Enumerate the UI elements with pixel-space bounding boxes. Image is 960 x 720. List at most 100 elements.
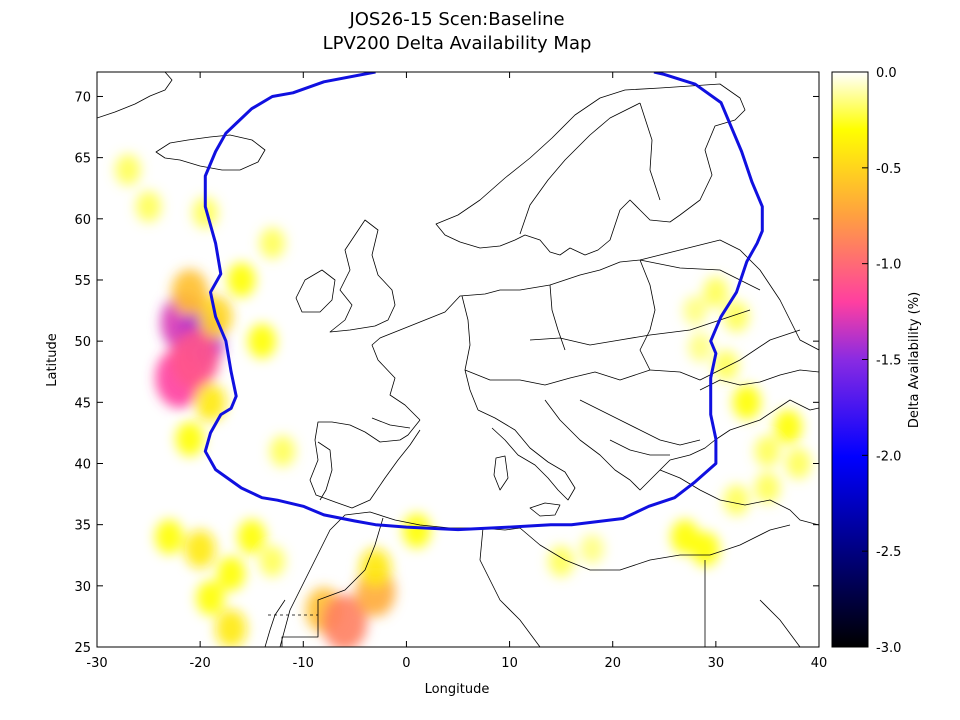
degradation-cell [115,154,141,186]
border-spain-portugal [317,441,333,501]
degradation-cell [402,513,431,549]
colorbar-tick-label: -1.5 [876,354,901,369]
degradation-cell [216,556,246,591]
y-axis-label: Latitude [45,333,60,387]
coastline-north-africa [279,511,791,647]
coastline-red-sea [759,599,801,647]
colorbar-tick-label: 0.0 [876,66,897,81]
border-morocco-algeria [281,517,384,647]
degradation-cell [155,519,184,555]
degradation-cell [135,190,162,223]
x-axis-label: Longitude [425,682,490,697]
degradation-cell [215,609,247,647]
coastline-balkans [544,399,819,491]
x-tick-label: 30 [708,656,725,671]
coastline-ireland [295,269,336,313]
border-france-spain [371,417,411,429]
y-tick-label: 35 [74,519,91,534]
x-tick-label: -20 [190,656,211,671]
degradation-heat-layer [115,154,812,647]
colorbar-tick-label: -1.0 [876,258,901,273]
x-tick-label: -10 [293,656,314,671]
x-tick-label: 40 [811,656,828,671]
y-tick-label: 70 [74,90,91,105]
degradation-cell [691,531,720,567]
coastline-greenland [97,72,173,119]
coastline-sicily [529,502,561,517]
y-tick-label: 40 [74,457,91,472]
degradation-cell [359,548,392,587]
border-alps [464,369,651,386]
degradation-cell [194,383,227,422]
coastline-west-africa [264,599,286,647]
y-tick-label: 55 [74,274,91,289]
degradation-cell [754,435,781,467]
colorbar-ticks: 0.0 -0.5 -1.0 -1.5 -2.0 -2.5 -3.0 [862,66,901,656]
y-tick-label: 60 [74,213,91,228]
degradation-cell [785,447,812,480]
degradation-cell [227,262,256,298]
chart-title-line2: LPV200 Delta Availability Map [323,33,592,54]
degradation-cell [754,472,781,504]
border-central-europe [529,309,751,346]
coastline-italy [477,409,576,501]
x-tick-label: 20 [604,656,621,671]
border-norway-sweden [519,102,641,235]
degradation-cell [259,227,286,259]
degradation-cell [247,323,277,359]
y-axis-ticks: 25 30 35 40 45 50 55 60 65 70 [74,90,819,656]
coastline-scandinavia [435,83,746,256]
chart-title-line1: JOS26-15 Scen:Baseline [348,9,564,30]
colorbar-label: Delta Availability (%) [907,292,922,428]
y-tick-label: 50 [74,335,91,350]
colorbar-tick-label: -3.0 [876,641,901,656]
coastline-turkey [659,469,819,526]
degradation-cell [170,329,219,390]
service-area-boundary [203,72,764,532]
border-baltics [639,259,761,291]
degradation-cell [723,301,750,333]
map-area [97,72,819,647]
degradation-cell [688,332,713,362]
x-axis-ticks: -30 -20 -10 0 10 20 30 40 [86,72,827,671]
degradation-cell [184,529,216,569]
degradation-cell [713,350,739,382]
service-boundary-line [203,72,764,532]
border-poland-east [639,259,656,371]
degradation-cell [683,295,708,326]
colorbar-tick-label: -0.5 [876,162,901,177]
degradation-cell [175,421,205,457]
degradation-cell [579,534,605,564]
coastlines-and-borders [97,72,819,647]
coastline-iceland [155,134,266,171]
coastline-continental-europe [371,239,819,421]
x-tick-label: -30 [86,656,107,671]
degradation-cell [192,197,219,229]
border-greece [609,439,670,456]
degradation-cell [723,484,750,516]
degradation-cell [171,269,209,316]
x-tick-label: 0 [402,656,410,671]
degradation-cell [237,519,266,555]
y-tick-label: 30 [74,580,91,595]
degradation-cell [259,545,286,577]
colorbar-tick-label: -2.0 [876,449,901,464]
border-ukraine [649,329,801,381]
coastline-black-sea [699,369,819,391]
coastline-britain [329,219,396,333]
border-france-germany [461,295,479,411]
degradation-cell [732,384,761,420]
y-tick-label: 65 [74,152,91,167]
coastline-sardinia [493,455,509,491]
x-tick-label: 10 [501,656,518,671]
degradation-cell [196,580,225,616]
border-sweden-finland [639,102,661,201]
coastline-iberia [309,419,421,509]
y-tick-label: 45 [74,396,91,411]
y-tick-label: 25 [74,641,91,656]
border-algeria-tunisia [479,527,541,647]
border-balkans-inner [579,399,701,446]
degradation-cell [703,276,729,308]
map-frame [96,71,820,648]
